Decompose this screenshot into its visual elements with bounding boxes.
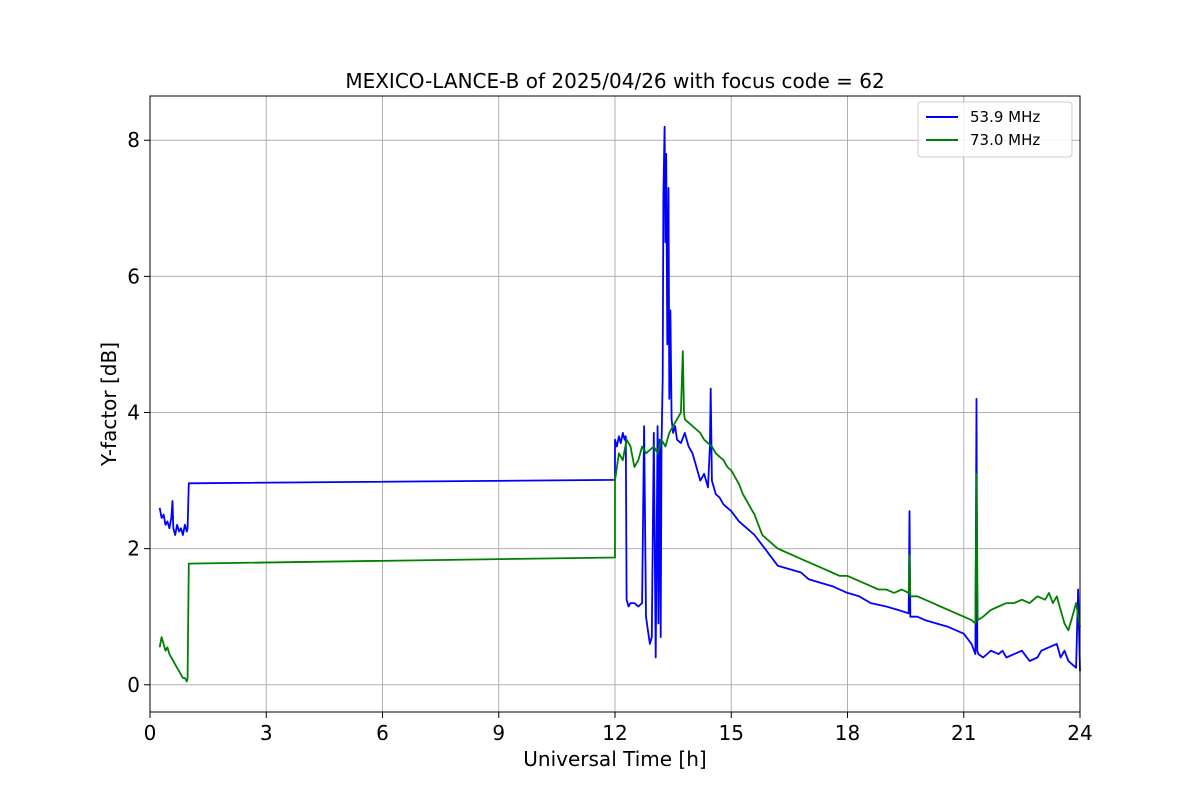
x-tick-label: 12 (602, 721, 627, 745)
legend-box (917, 101, 1073, 158)
x-tick-label: 18 (835, 721, 860, 745)
x-tick-label: 24 (1067, 721, 1092, 745)
legend-label-0: 53.9 MHz (970, 108, 1040, 126)
series-line-1 (158, 350, 1081, 683)
y-axis-label: Y-factor [dB] (97, 342, 121, 467)
y-tick-label: 6 (127, 264, 140, 288)
x-tick-label: 0 (144, 721, 157, 745)
y-tick-label: 4 (127, 401, 140, 425)
x-tick-label: 15 (719, 721, 744, 745)
x-tick-label: 9 (492, 721, 505, 745)
y-tick-label: 8 (127, 128, 140, 152)
legend: 53.9 MHz 73.0 MHz (917, 101, 1073, 158)
x-tick-label: 6 (376, 721, 389, 745)
y-tick-label: 2 (127, 537, 140, 561)
chart-title: MEXICO-LANCE-B of 2025/04/26 with focus … (345, 69, 884, 93)
x-axis-label: Universal Time [h] (523, 747, 706, 771)
x-tick-label: 3 (260, 721, 273, 745)
plot-area (158, 125, 1081, 683)
legend-label-1: 73.0 MHz (970, 131, 1040, 149)
y-tick-label: 0 (127, 673, 140, 697)
x-tick-label: 21 (951, 721, 976, 745)
